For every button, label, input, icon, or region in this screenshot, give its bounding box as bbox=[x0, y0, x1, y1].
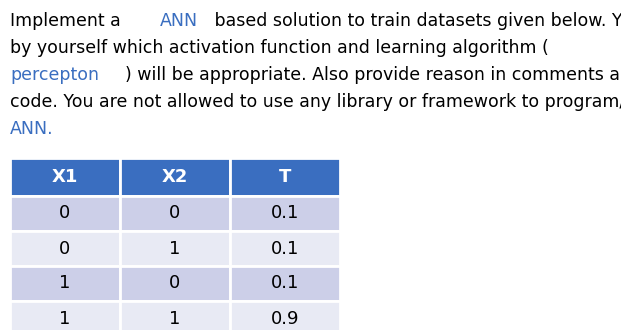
Bar bbox=[10, 158, 120, 196]
Text: 0.1: 0.1 bbox=[271, 275, 299, 292]
Text: ANN.: ANN. bbox=[10, 120, 53, 138]
Text: 0.1: 0.1 bbox=[271, 205, 299, 222]
Text: 0.1: 0.1 bbox=[271, 240, 299, 257]
Bar bbox=[10, 301, 120, 330]
Text: 0: 0 bbox=[60, 240, 71, 257]
Text: ) will be appropriate. Also provide reason in comments along with the: ) will be appropriate. Also provide reas… bbox=[125, 66, 621, 84]
Text: 0.9: 0.9 bbox=[271, 310, 299, 327]
Bar bbox=[230, 231, 340, 266]
Bar bbox=[230, 196, 340, 231]
Text: Implement a: Implement a bbox=[10, 12, 126, 30]
Text: by yourself which activation function and learning algorithm (: by yourself which activation function an… bbox=[10, 39, 549, 57]
Text: X2: X2 bbox=[162, 168, 188, 186]
Text: 0: 0 bbox=[60, 205, 71, 222]
Text: code. You are not allowed to use any library or framework to program/train the: code. You are not allowed to use any lib… bbox=[10, 93, 621, 111]
Bar bbox=[120, 231, 230, 266]
Text: T: T bbox=[279, 168, 291, 186]
Text: X1: X1 bbox=[52, 168, 78, 186]
Text: percepton: percepton bbox=[10, 66, 99, 84]
Text: 1: 1 bbox=[60, 310, 71, 327]
Bar bbox=[230, 266, 340, 301]
Text: 0: 0 bbox=[170, 275, 181, 292]
Bar bbox=[120, 196, 230, 231]
Bar bbox=[10, 196, 120, 231]
Text: ANN: ANN bbox=[160, 12, 198, 30]
Text: 0: 0 bbox=[170, 205, 181, 222]
Text: 1: 1 bbox=[170, 310, 181, 327]
Bar bbox=[120, 301, 230, 330]
Bar bbox=[120, 266, 230, 301]
Bar bbox=[10, 231, 120, 266]
Bar bbox=[230, 301, 340, 330]
Text: 1: 1 bbox=[170, 240, 181, 257]
Text: 1: 1 bbox=[60, 275, 71, 292]
Bar bbox=[120, 158, 230, 196]
Bar bbox=[230, 158, 340, 196]
Text: based solution to train datasets given below. You have decide: based solution to train datasets given b… bbox=[209, 12, 621, 30]
Bar bbox=[10, 266, 120, 301]
